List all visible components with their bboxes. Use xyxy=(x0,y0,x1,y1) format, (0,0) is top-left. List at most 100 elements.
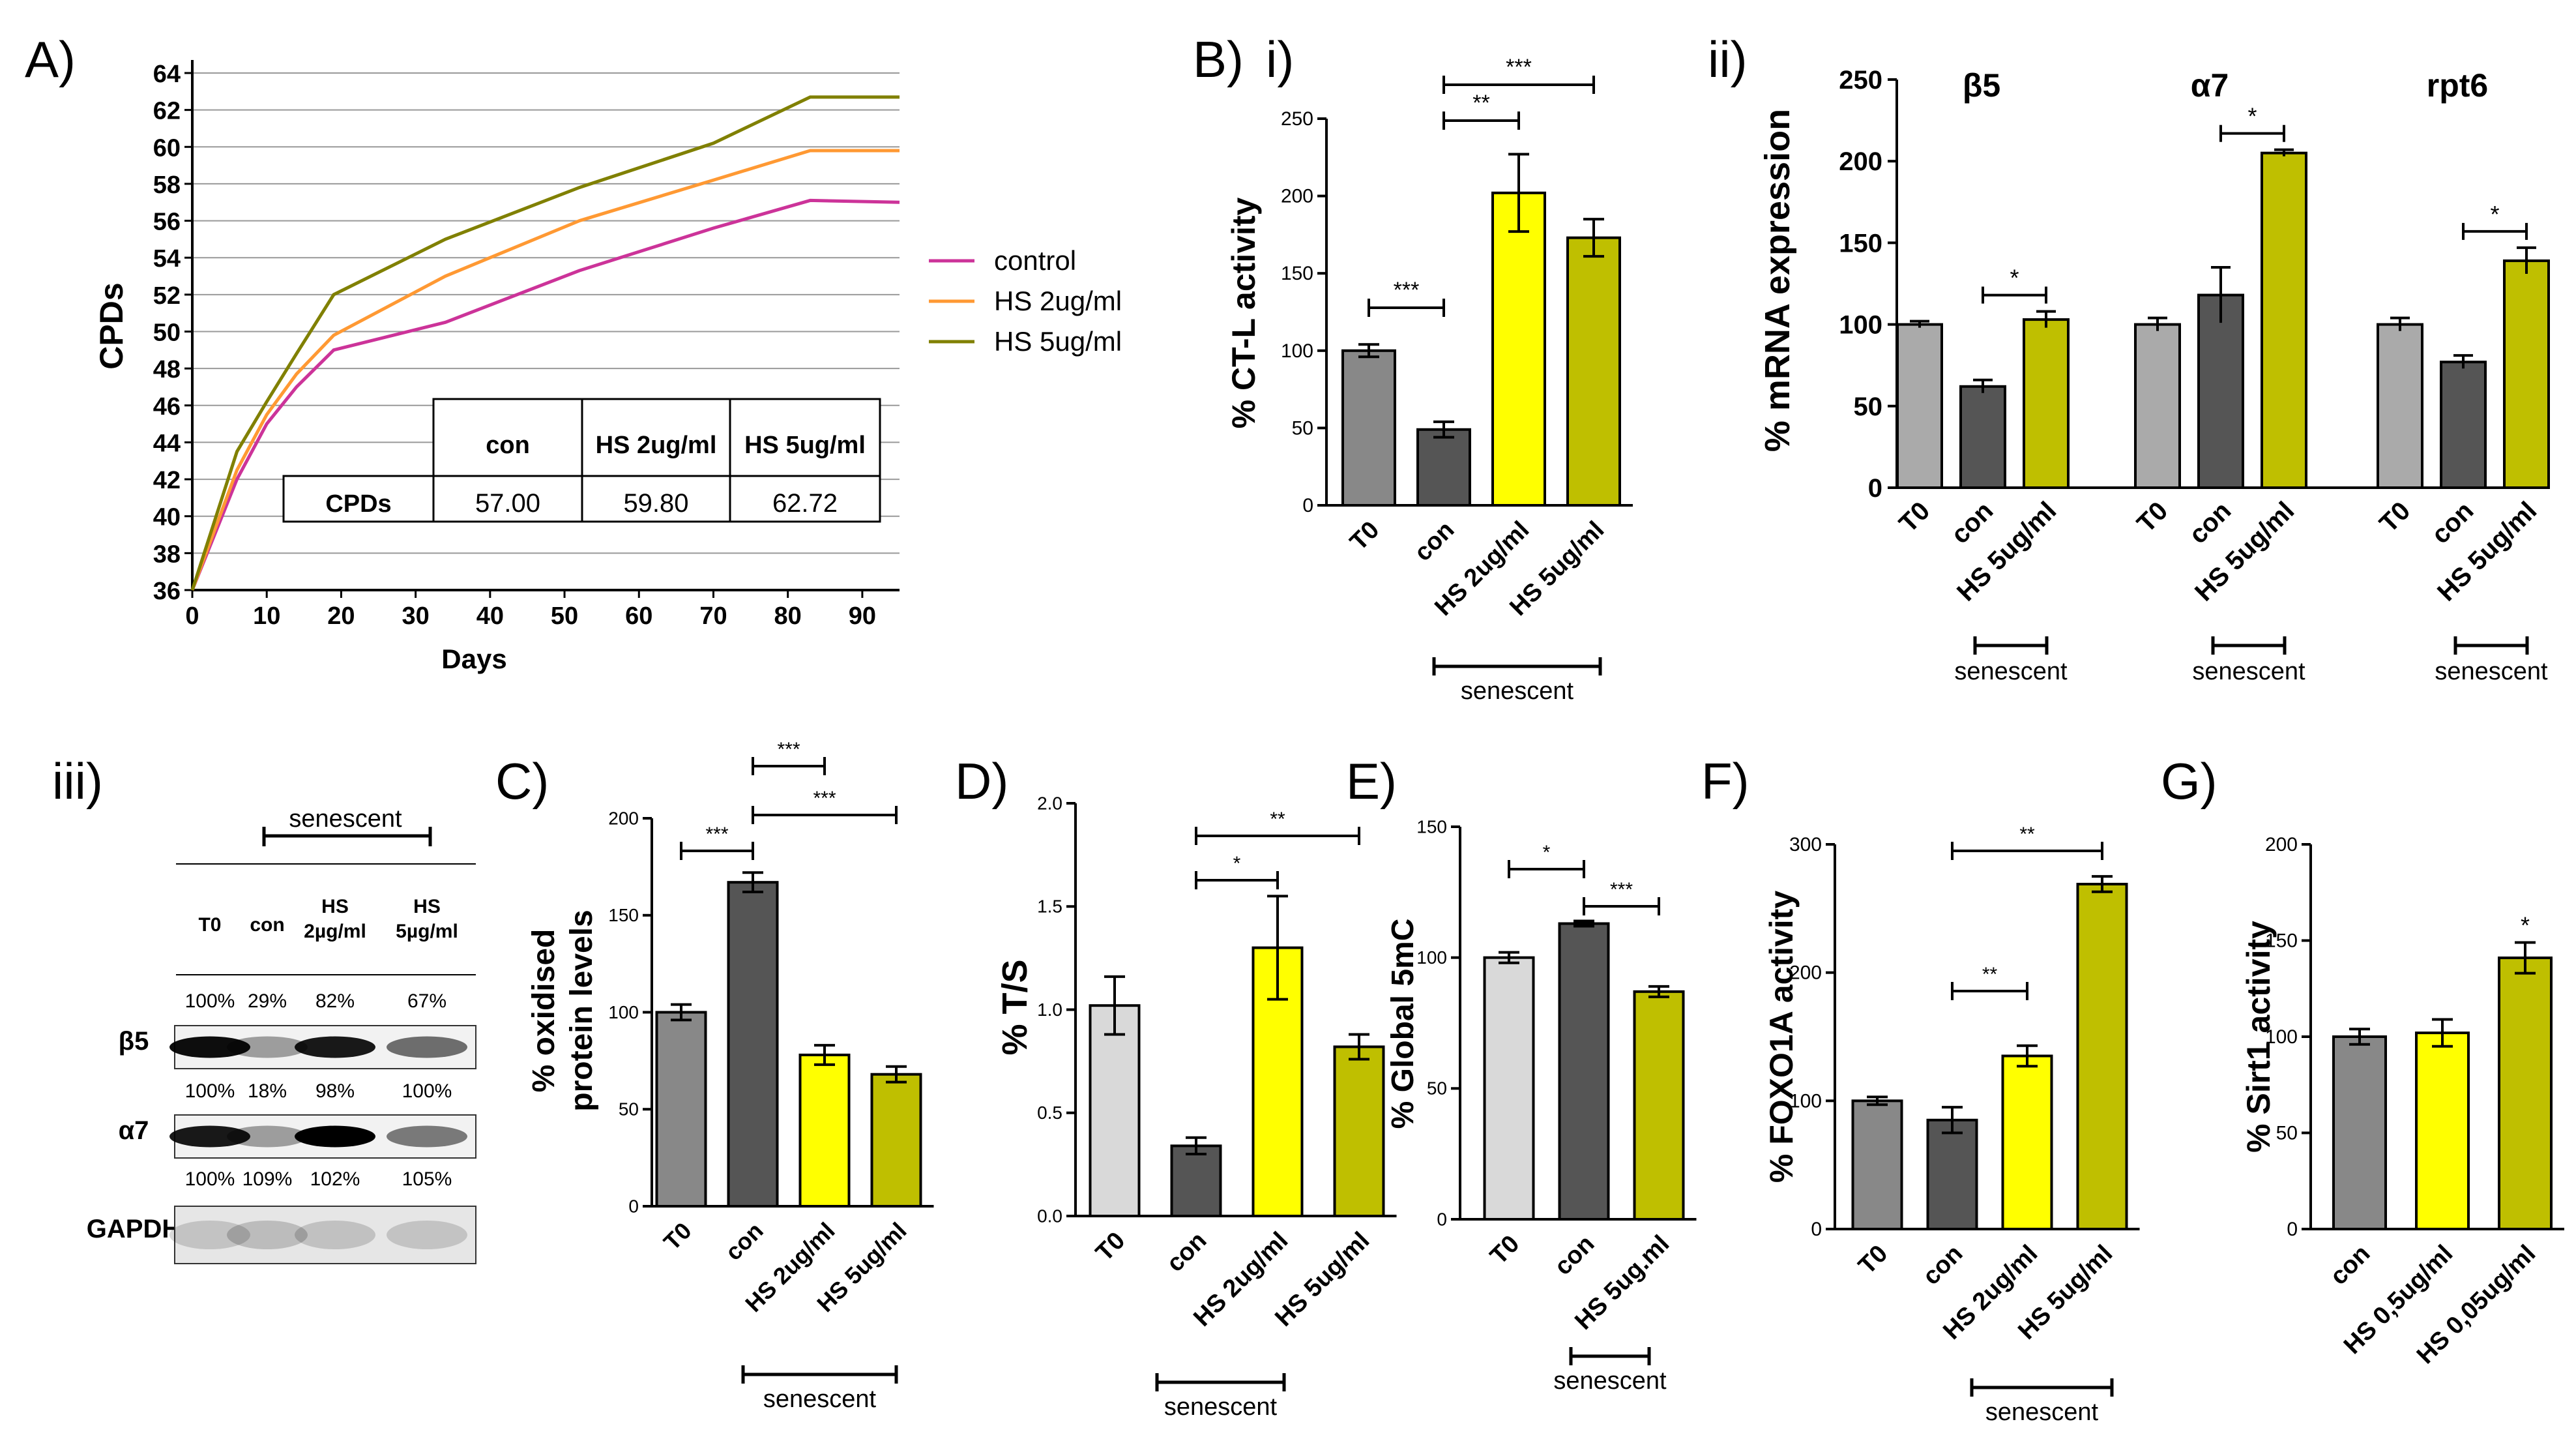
bar-con xyxy=(1416,428,1471,507)
y-tick-label: 56 xyxy=(153,209,181,236)
legend-label: control xyxy=(994,245,1076,276)
blot-band xyxy=(227,1125,308,1148)
y-tick-label: 50 xyxy=(153,319,181,347)
bar xyxy=(2440,361,2487,490)
blot-band xyxy=(387,1125,467,1148)
y-tick-label: 62 xyxy=(153,98,181,125)
lane-label: HS 5µg/ml xyxy=(396,896,458,942)
category-label: con xyxy=(1946,496,1998,549)
y-tick-label: 38 xyxy=(153,541,181,568)
significance-star: * xyxy=(2521,912,2530,938)
y-tick-label: 200 xyxy=(1281,186,1313,207)
bar-HS-0-5ug-ml xyxy=(2415,1031,2470,1230)
bar xyxy=(2023,318,2070,489)
band-percent: 109% xyxy=(242,1168,293,1190)
bar-HS-5ug-ml xyxy=(1333,1045,1385,1217)
series-line-HS-2ug-ml xyxy=(190,149,900,591)
bar-HS-5ug-ml xyxy=(1566,236,1621,507)
y-tick-label: 54 xyxy=(153,245,181,273)
table-header: con xyxy=(486,432,530,459)
y-axis-label: % T/S xyxy=(995,959,1034,1055)
y-tick-label: 200 xyxy=(2265,834,2298,855)
panel-label-C: C) xyxy=(495,752,549,810)
bar-T0 xyxy=(1483,956,1535,1221)
y-tick-label: 100 xyxy=(2265,1026,2298,1048)
blot-band xyxy=(169,1221,250,1249)
y-tick-label: 50 xyxy=(1854,393,1883,421)
y-tick-label: 0 xyxy=(2287,1219,2298,1240)
y-tick-label: 200 xyxy=(608,808,639,828)
senescent-label: senescent xyxy=(763,1386,877,1413)
panel-label-E: E) xyxy=(1346,752,1397,810)
y-tick-label: 200 xyxy=(1839,147,1882,176)
y-tick-label: 300 xyxy=(1789,834,1822,855)
band-percent: 98% xyxy=(315,1080,355,1102)
panel-label-D: D) xyxy=(955,752,1008,810)
bar-T0 xyxy=(1851,1099,1903,1231)
bar-con xyxy=(1170,1144,1222,1218)
category-label: T0 xyxy=(2374,496,2416,538)
bar-HS-0-05ug-ml xyxy=(2498,957,2553,1231)
x-tick-label: 50 xyxy=(551,602,578,630)
y-tick-label: 0.5 xyxy=(1037,1103,1062,1123)
y-tick-label: 0 xyxy=(1437,1209,1447,1229)
bar-T0 xyxy=(1089,1004,1141,1218)
band-percent: 100% xyxy=(185,990,235,1012)
lane-label: HS 2µg/ml xyxy=(304,896,366,942)
y-tick-label: 60 xyxy=(153,134,181,162)
y-tick-label: 150 xyxy=(608,905,639,925)
y-tick-label: 50 xyxy=(2276,1123,2298,1144)
senescent-label: senescent xyxy=(2435,658,2548,685)
blot-band xyxy=(227,1036,308,1058)
y-tick-label: 1.5 xyxy=(1037,897,1062,917)
y-tick-label: 150 xyxy=(2265,930,2298,952)
y-tick-label: 1.0 xyxy=(1037,1000,1062,1020)
y-tick-label: 150 xyxy=(1281,263,1313,284)
y-axis-label: % Global 5mC xyxy=(1386,919,1420,1129)
y-tick-label: 0 xyxy=(1868,474,1882,503)
x-tick-label: 10 xyxy=(253,602,280,630)
bar xyxy=(2261,151,2307,489)
x-tick-label: 0 xyxy=(185,602,199,630)
senescent-label: senescent xyxy=(2192,658,2305,685)
y-tick-label: 100 xyxy=(1281,340,1313,362)
y-tick-label: 100 xyxy=(1416,947,1447,968)
y-tick-label: 0 xyxy=(628,1196,639,1216)
significance-star: * xyxy=(2247,103,2257,130)
y-tick-label: 250 xyxy=(1281,108,1313,130)
y-tick-label: 36 xyxy=(153,578,181,605)
y-tick-label: 42 xyxy=(153,467,181,494)
y-tick-label: 46 xyxy=(153,393,181,421)
bar-HS-5ug-ml xyxy=(2076,882,2128,1230)
significance-stars: ** xyxy=(2019,823,2035,845)
panel-label-B: B) xyxy=(1193,31,1244,88)
table-value: 62.72 xyxy=(772,489,838,518)
bar-HS-2ug-ml xyxy=(1491,191,1546,507)
significance-stars: * xyxy=(1233,853,1241,874)
y-tick-label: 250 xyxy=(1839,66,1882,95)
category-label: con xyxy=(1409,516,1459,567)
table-value: 59.80 xyxy=(623,489,688,518)
x-tick-label: 90 xyxy=(849,602,876,630)
panel-label-B-iii: iii) xyxy=(52,752,103,810)
senescent-label: senescent xyxy=(1164,1393,1278,1421)
category-label: T0 xyxy=(1853,1240,1893,1280)
band-percent: 105% xyxy=(402,1168,452,1190)
senescent-label: senescent xyxy=(1553,1367,1667,1395)
blot-strip xyxy=(174,1206,476,1264)
y-tick-label: 100 xyxy=(1789,1090,1822,1112)
category-label: con xyxy=(2184,496,2236,549)
bar-T0 xyxy=(655,1011,707,1208)
y-axis-label: % FOXO1A activity xyxy=(1763,891,1800,1183)
significance-stars: ** xyxy=(1472,91,1489,115)
significance-stars: *** xyxy=(1506,55,1532,80)
band-percent: 18% xyxy=(248,1080,287,1102)
bar-HS-2ug-ml xyxy=(2001,1054,2053,1230)
bar-HS-2ug-ml xyxy=(798,1053,851,1208)
